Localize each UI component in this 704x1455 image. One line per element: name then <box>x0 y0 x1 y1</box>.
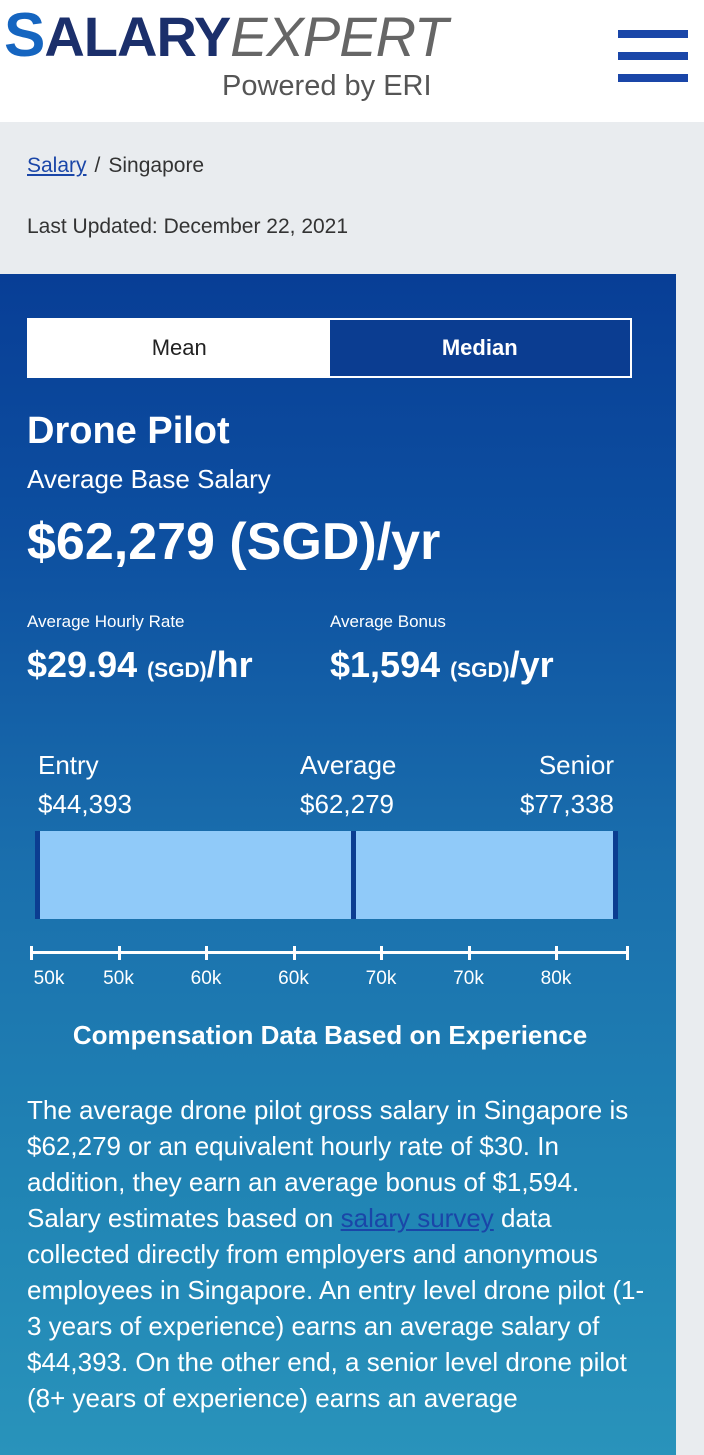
axis-tick <box>205 946 208 960</box>
logo-tagline: Powered by ERI <box>222 70 432 102</box>
bonus-value: $1,594 (SGD)/yr <box>330 644 554 686</box>
compensation-heading: Compensation Data Based on Experience <box>72 1020 588 1050</box>
average-marker <box>351 831 356 919</box>
range-entry-value: $44,393 <box>38 789 132 819</box>
axis-tick <box>380 946 383 960</box>
menu-bar-middle <box>618 52 688 60</box>
salary-card: Mean Median Drone Pilot Average Base Sal… <box>0 274 676 1455</box>
tab-mean[interactable]: Mean <box>29 320 330 376</box>
logo-wordmark: SALARYEXPERT <box>4 5 448 68</box>
range-entry-label: Entry <box>38 750 99 780</box>
hamburger-menu-icon[interactable] <box>618 30 688 86</box>
hourly-rate-stat: Average Hourly Rate $29.94 (SGD)/hr <box>27 612 253 686</box>
logo-text-salary: ALARY <box>44 5 231 68</box>
salaryexpert-logo[interactable]: SALARYEXPERT Powered by ERI <box>4 5 448 103</box>
axis-tick-label: 70k <box>453 968 484 989</box>
axis-tick-label: 60k <box>190 968 222 989</box>
breadcrumb-separator: / <box>94 154 101 177</box>
description-text-1: The average drone pilot gross salary in … <box>27 1095 629 1233</box>
range-senior-value: $77,338 <box>520 789 614 819</box>
salary-label: Average Base Salary <box>27 464 271 494</box>
axis-tick <box>30 946 33 960</box>
range-average-value: $62,279 <box>300 789 394 819</box>
menu-bar-bottom <box>618 74 688 82</box>
last-updated-text: Last Updated: December 22, 2021 <box>27 215 349 238</box>
hourly-rate-unit: /hr <box>206 644 253 685</box>
description-text-2: data collected directly from employers a… <box>27 1203 645 1413</box>
axis-tick <box>467 946 471 960</box>
bonus-currency: (SGD) <box>450 659 510 682</box>
hourly-rate-value: $29.94 (SGD)/hr <box>27 644 253 686</box>
salary-axis: 50k 50k 60k 60k 70k 70k 80k <box>30 946 630 989</box>
breadcrumb: Salary / Singapore <box>27 154 204 178</box>
logo-letter-s: S <box>4 1 45 70</box>
axis-tick-end <box>626 946 629 960</box>
range-senior-label: Senior <box>538 750 614 780</box>
job-title: Drone Pilot <box>27 410 230 452</box>
mean-median-toggle: Mean Median <box>27 318 632 378</box>
axis-tick-label: 50k <box>103 968 134 989</box>
hourly-rate-amount: $29.94 <box>27 644 148 685</box>
logo-text-expert: EXPERT <box>230 5 448 68</box>
axis-tick <box>555 946 558 960</box>
salary-range-bar <box>35 831 618 919</box>
hourly-rate-currency: (SGD) <box>147 659 207 682</box>
salary-survey-link[interactable]: salary survey <box>340 1203 494 1233</box>
breadcrumb-current: Singapore <box>108 154 205 177</box>
breadcrumb-link-salary[interactable]: Salary <box>27 154 87 177</box>
axis-line <box>30 951 628 954</box>
axis-tick <box>117 946 121 960</box>
tab-median[interactable]: Median <box>329 320 630 376</box>
menu-bar-top <box>618 30 688 38</box>
bonus-stat: Average Bonus $1,594 (SGD)/yr <box>330 612 554 686</box>
range-average-label: Average <box>300 750 397 780</box>
axis-tick-label: 50k <box>33 968 65 989</box>
axis-tick-label: 60k <box>278 968 309 989</box>
bonus-unit: /yr <box>509 644 554 685</box>
axis-tick-label: 80k <box>540 968 572 989</box>
bonus-label: Average Bonus <box>330 612 446 631</box>
site-header: SALARYEXPERT Powered by ERI <box>0 0 704 122</box>
hourly-rate-label: Average Hourly Rate <box>27 612 185 631</box>
axis-tick <box>292 946 296 960</box>
salary-description: The average drone pilot gross salary in … <box>27 1092 652 1416</box>
axis-tick-label: 70k <box>365 968 397 989</box>
bonus-amount: $1,594 <box>330 644 451 685</box>
average-base-salary: $62,279 (SGD)/yr <box>27 513 441 571</box>
